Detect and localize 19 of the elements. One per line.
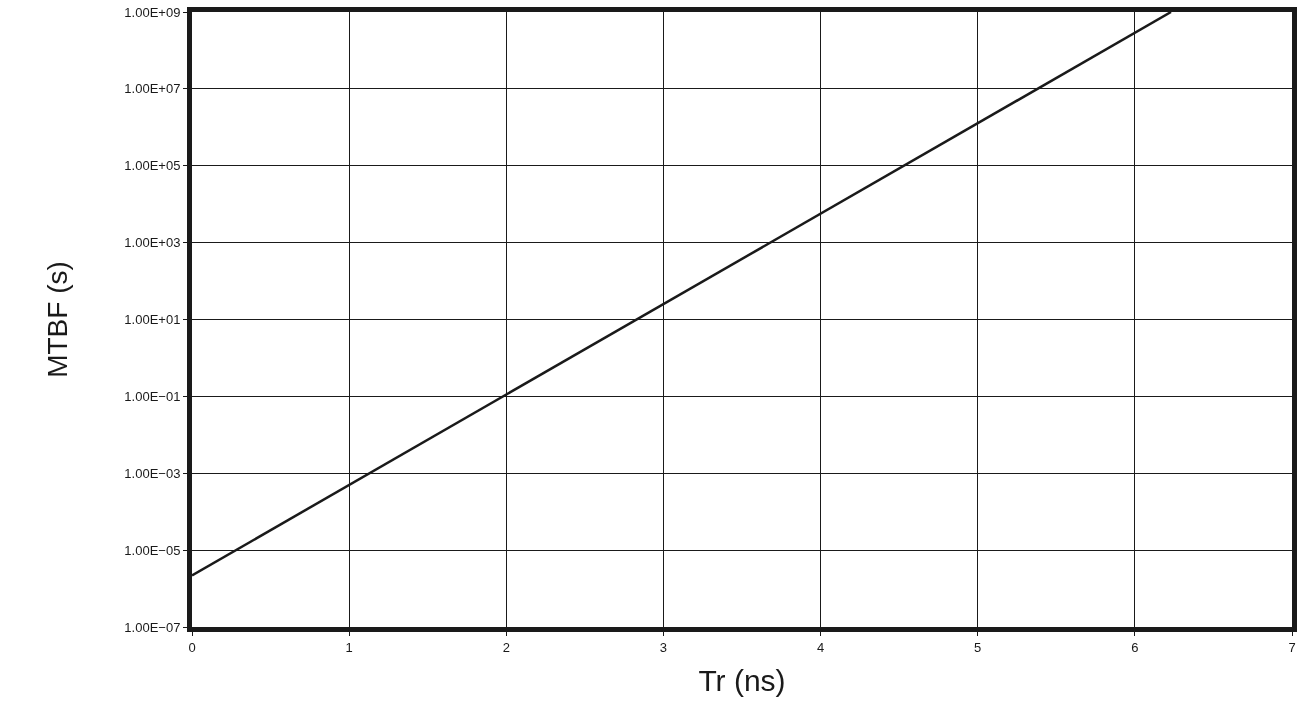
y-tick-label: 1.00E−01 xyxy=(124,388,181,404)
x-tick-label: 0 xyxy=(188,639,196,655)
y-tick-label: 1.00E−05 xyxy=(124,542,181,558)
y-tick-label: 1.00E+01 xyxy=(124,312,181,328)
y-axis-title: MTBF (s) xyxy=(42,261,74,378)
x-tick-label: 7 xyxy=(1288,639,1296,655)
x-axis-title: Tr (ns) xyxy=(698,664,786,698)
y-tick-label: 1.00E+05 xyxy=(124,158,181,174)
x-tick-label: 5 xyxy=(974,639,982,655)
y-tick-label: 1.00E+03 xyxy=(124,235,181,251)
y-tick-label: 1.00E−07 xyxy=(124,619,181,635)
x-tick-label: 6 xyxy=(1131,639,1139,655)
x-tick-label: 1 xyxy=(345,639,353,655)
x-tick-label: 3 xyxy=(659,639,668,655)
y-tick-label: 1.00E−03 xyxy=(124,465,181,481)
y-tick-label: 1.00E+09 xyxy=(124,4,181,20)
y-tick-label: 1.00E+07 xyxy=(124,81,181,97)
x-tick-label: 2 xyxy=(502,639,510,655)
x-tick-label: 4 xyxy=(816,639,825,655)
